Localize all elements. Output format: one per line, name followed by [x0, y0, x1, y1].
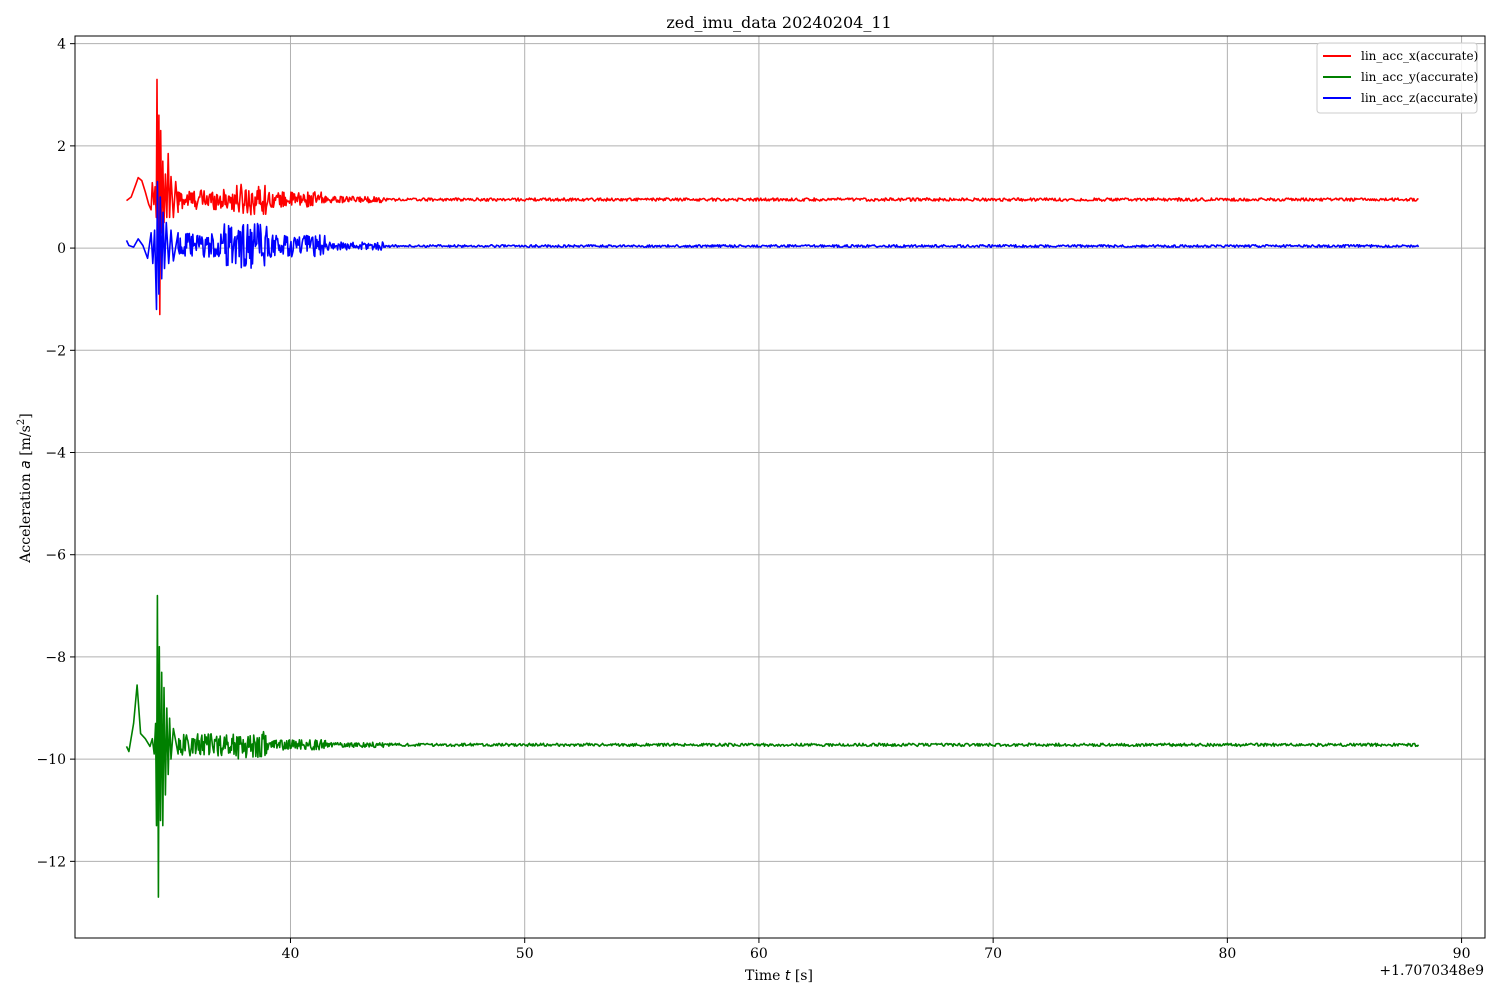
- legend-entry: lin_acc_y(accurate): [1361, 70, 1478, 84]
- legend-entry: lin_acc_x(accurate): [1361, 49, 1478, 63]
- x-ticks: 40 50 60 70 80 90: [282, 938, 1471, 962]
- series-line-2: [125, 594, 1420, 898]
- x-tick-label: 60: [750, 946, 768, 962]
- x-tick-label: 80: [1218, 946, 1236, 962]
- x-offset-label: +1.7070348e9: [1379, 963, 1484, 979]
- x-axis-label: Time t [s]: [745, 968, 813, 984]
- x-tick-label: 50: [516, 946, 534, 962]
- plot-frame: [74, 35, 1486, 939]
- series-line-1: [126, 78, 1419, 316]
- series-layer: [125, 78, 1420, 898]
- x-tick-label: 40: [282, 946, 300, 962]
- x-tick-label: 90: [1453, 946, 1471, 962]
- y-tick-label: −6: [45, 548, 66, 564]
- y-tick-label: 4: [57, 37, 66, 53]
- y-ticks: 4 2 0 −2 −4 −6 −8 −10 −12: [36, 37, 75, 870]
- grid-lines: [75, 36, 1485, 938]
- y-tick-label: −10: [36, 752, 66, 768]
- y-tick-label: 0: [57, 241, 66, 257]
- legend-box: [1316, 42, 1478, 114]
- y-tick-label: −4: [45, 446, 66, 462]
- chart-title: zed_imu_data 20240204_11: [666, 13, 891, 32]
- y-tick-label: 2: [57, 139, 66, 155]
- y-tick-label: −2: [45, 343, 66, 359]
- x-tick-label: 70: [984, 946, 1002, 962]
- y-tick-label: −12: [36, 854, 66, 870]
- legend: lin_acc_x(accurate) lin_acc_y(accurate)li…: [1316, 42, 1478, 114]
- legend-entry: lin_acc_z(accurate): [1361, 91, 1478, 105]
- y-axis-label: Acceleration a [m/s2]: [16, 413, 34, 563]
- y-tick-label: −8: [45, 650, 66, 666]
- series-line-3: [125, 180, 1420, 311]
